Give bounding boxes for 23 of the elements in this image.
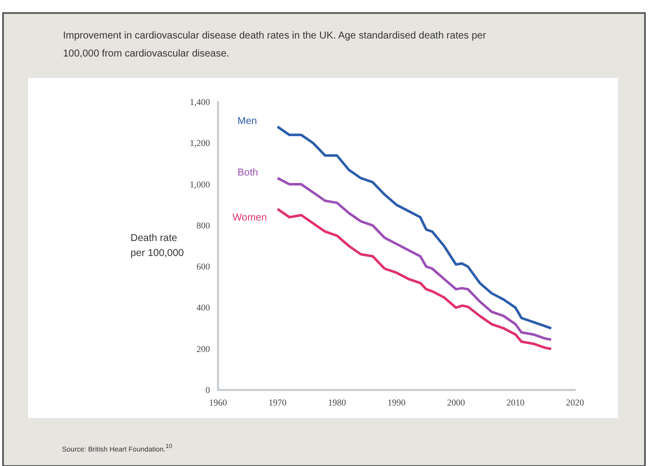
x-tick-label: 1960 (209, 398, 228, 408)
line-series (276, 176, 552, 341)
series-label: Women (232, 212, 267, 224)
x-tick-label: 1970 (268, 398, 287, 408)
y-tick-label: 0 (206, 385, 210, 395)
x-tick-label: 1980 (328, 398, 346, 408)
x-tick-label: 1990 (388, 398, 406, 408)
series-label: Both (238, 168, 258, 179)
x-tick-label: 2010 (506, 398, 525, 408)
y-tick-label: 800 (196, 220, 210, 230)
x-tick-label: 2020 (566, 398, 584, 408)
x-tick-label: 2000 (447, 398, 466, 408)
line-series (276, 125, 552, 330)
y-tick-label: 1,000 (190, 179, 210, 190)
y-tick-label: 600 (196, 262, 210, 272)
text: Men (238, 116, 257, 128)
line-series (276, 208, 552, 350)
y-tick-label: 1,200 (190, 138, 210, 148)
y-tick-label: 1,400 (190, 97, 210, 107)
y-tick-label: 200 (196, 344, 210, 354)
chart-title: Improvement in cardiovascular disease death rates in the UK. Age standardised death rates per 100,000 from cardiovascular disease. (63, 30, 489, 60)
y-axis-title: Death rate per 100,000 (130, 233, 184, 259)
y-tick-label: 400 (196, 302, 210, 313)
